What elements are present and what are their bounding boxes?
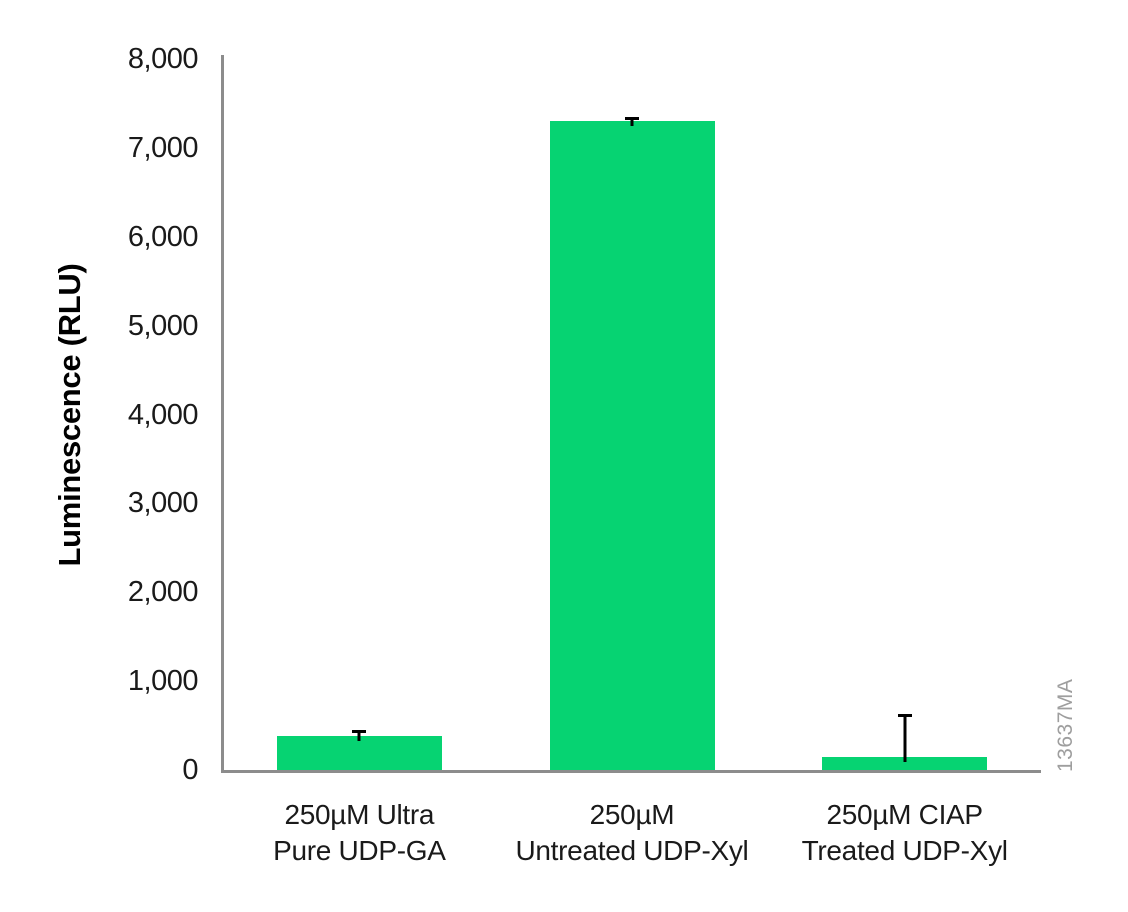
error-bar-stem xyxy=(903,714,907,762)
category-label-line1: 250µM Ultra xyxy=(284,799,435,830)
y-tick-label: 0 xyxy=(182,753,198,786)
x-axis-line xyxy=(221,769,1041,773)
error-bar-stem xyxy=(630,116,634,127)
y-tick-label: 4,000 xyxy=(127,398,199,431)
category-label: 250µM Ultra Pure UDP-GA xyxy=(203,797,516,869)
category-label-line1: 250µM xyxy=(589,799,675,830)
y-tick-label: 8,000 xyxy=(127,42,199,75)
bar xyxy=(549,121,715,771)
error-bar-cap xyxy=(897,714,912,717)
y-tick-label: 5,000 xyxy=(127,309,199,342)
category-label: 250µM CIAP Treated UDP-Xyl xyxy=(748,797,1061,869)
category-label: 250µM Untreated UDP-Xyl xyxy=(476,797,789,869)
y-tick-label: 7,000 xyxy=(127,131,199,164)
y-tick-label: 6,000 xyxy=(127,220,199,253)
watermark-text: 13637MA xyxy=(1054,678,1077,772)
y-tick-label: 2,000 xyxy=(127,576,199,609)
category-label-line2: Treated UDP-Xyl xyxy=(801,835,1008,866)
y-axis-line xyxy=(221,55,224,773)
category-label-line2: Untreated UDP-Xyl xyxy=(515,835,749,866)
bar xyxy=(276,736,442,771)
y-tick-label: 3,000 xyxy=(127,487,199,520)
bar xyxy=(822,756,988,771)
category-label-line2: Pure UDP-GA xyxy=(273,835,446,866)
error-bar-cap xyxy=(352,730,367,734)
y-tick-label: 1,000 xyxy=(127,664,199,697)
error-bar-cap xyxy=(625,116,639,120)
category-label-line1: 250µM CIAP xyxy=(826,799,984,830)
error-bar-stem xyxy=(357,730,361,742)
